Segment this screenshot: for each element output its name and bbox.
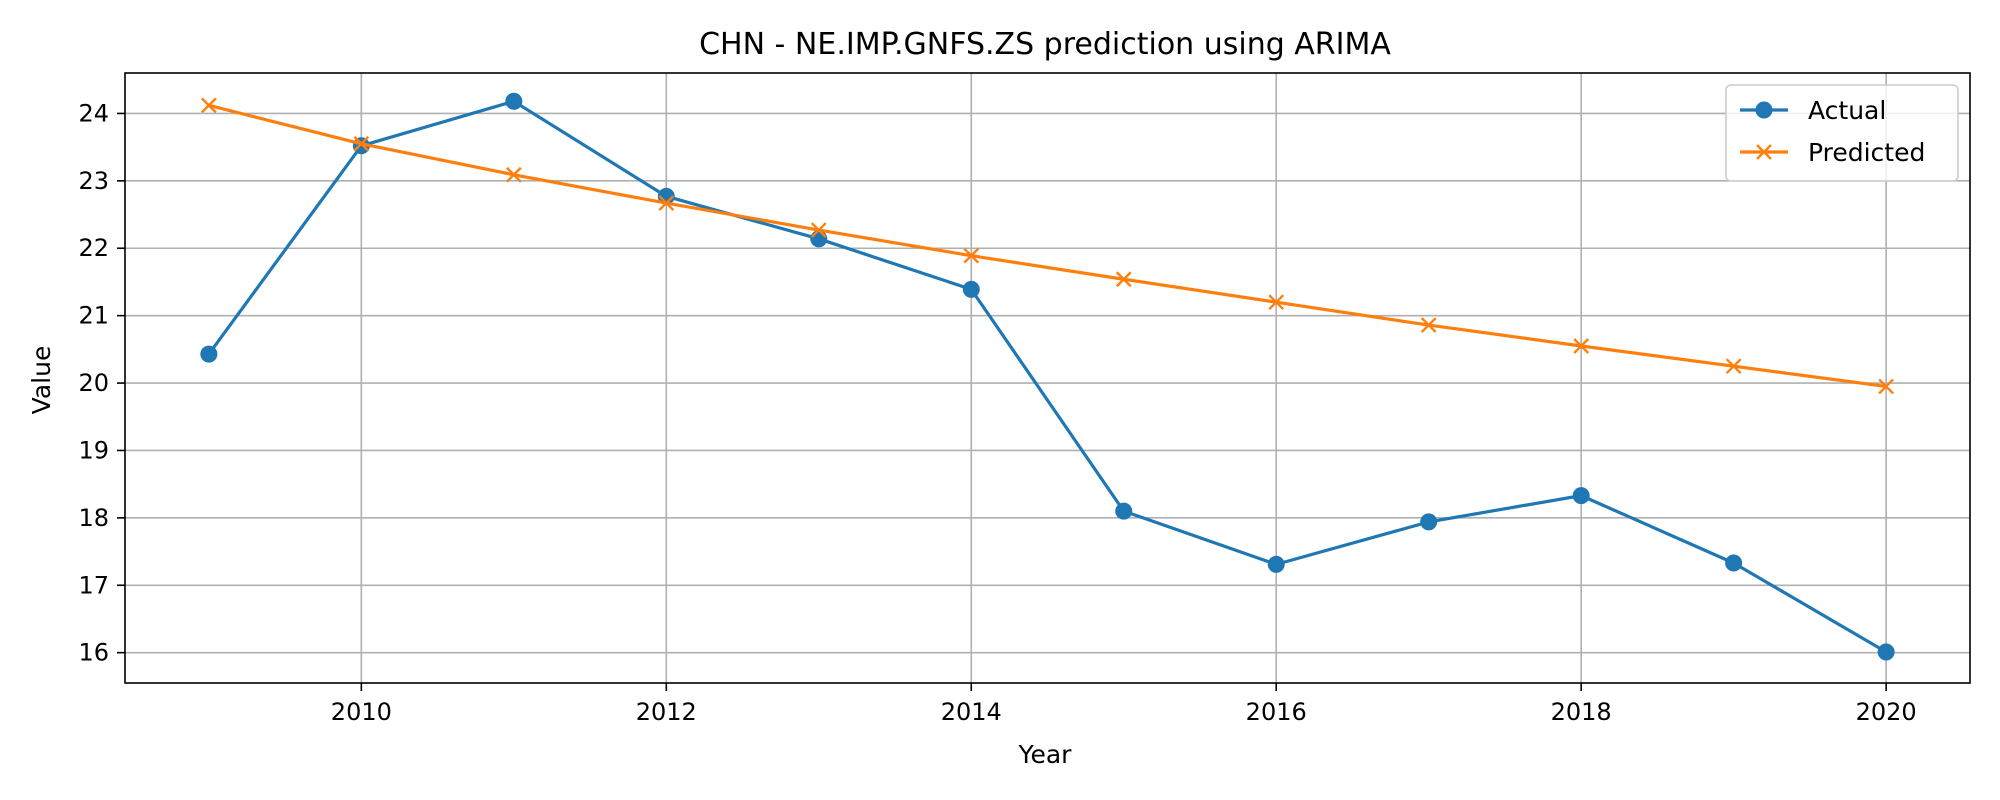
data-point-predicted (1115, 271, 1132, 288)
x-marker-stroke (1268, 294, 1285, 311)
legend: Actual Predicted (1725, 84, 1959, 182)
x-axis-label: Year (1018, 740, 1073, 769)
data-point-actual (1877, 643, 1895, 661)
y-tick-label: 20 (78, 369, 109, 397)
y-tick-label: 24 (78, 99, 109, 127)
legend-label: Predicted (1808, 138, 1925, 167)
legend-marker (1755, 101, 1773, 119)
data-point-predicted (1420, 317, 1437, 333)
x-marker-stroke (1725, 358, 1742, 375)
x-marker-stroke (201, 97, 217, 114)
y-tick-label: 16 (78, 639, 109, 667)
data-point-predicted (201, 97, 217, 114)
x-tick-label: 2020 (1856, 698, 1917, 726)
x-marker-stroke (1878, 378, 1894, 395)
x-marker-stroke (1115, 271, 1132, 288)
y-axis-label: Value (27, 346, 56, 415)
y-tick-label: 19 (78, 436, 109, 464)
plot-frame (124, 72, 1971, 684)
x-tick-label: 2014 (941, 698, 1002, 726)
data-point-predicted (505, 166, 522, 183)
x-tick-label: 2016 (1246, 698, 1307, 726)
data-point-predicted (658, 195, 675, 211)
series-line-predicted (208, 103, 1887, 389)
legend-item-predicted: Predicted (1740, 138, 1925, 167)
data-point-predicted (1878, 378, 1894, 395)
x-marker-stroke (963, 247, 980, 264)
data-point-actual (1420, 513, 1438, 531)
data-point-actual (1267, 555, 1285, 573)
legend-marker (1756, 144, 1772, 160)
x-tick-label: 2012 (636, 698, 697, 726)
legend-item-actual: Actual (1740, 96, 1886, 125)
y-tick-label: 22 (78, 234, 109, 262)
data-point-predicted (810, 222, 827, 238)
data-point-actual (1725, 554, 1743, 572)
y-tick-label: 18 (78, 504, 109, 532)
chart-title: CHN - NE.IMP.GNFS.ZS prediction using AR… (699, 27, 1391, 62)
x-axis: 2010 2012 2014 2016 2018 2020 (331, 683, 1917, 726)
data-point-actual (1572, 487, 1590, 505)
x-marker-stroke (1756, 144, 1772, 160)
y-tick-label: 21 (78, 302, 109, 330)
data-point-predicted (1573, 338, 1590, 354)
x-tick-label: 2010 (331, 698, 392, 726)
data-point-predicted (1725, 358, 1742, 375)
legend-label: Actual (1808, 96, 1886, 125)
data-point-actual (962, 280, 980, 298)
data-point-actual (505, 92, 523, 110)
x-marker-stroke (353, 135, 370, 152)
data-point-predicted (353, 135, 370, 152)
y-tick-label: 17 (78, 571, 109, 599)
data-point-predicted (963, 247, 980, 264)
x-marker-stroke (1573, 338, 1590, 354)
series-predicted (201, 97, 1894, 395)
y-tick-label: 23 (78, 167, 109, 195)
x-tick-label: 2018 (1551, 698, 1612, 726)
data-point-actual (1115, 502, 1133, 520)
x-marker-stroke (505, 166, 522, 183)
series-line-actual (207, 99, 1887, 654)
data-point-actual (200, 345, 218, 363)
data-point-predicted (1268, 294, 1285, 311)
series-layer (200, 92, 1895, 661)
data-point-actual (810, 230, 828, 248)
x-marker-stroke (658, 195, 675, 211)
x-marker-stroke (1420, 317, 1437, 333)
y-axis: 16 17 18 19 20 21 22 23 24 (78, 99, 125, 667)
x-marker-stroke (810, 222, 827, 238)
